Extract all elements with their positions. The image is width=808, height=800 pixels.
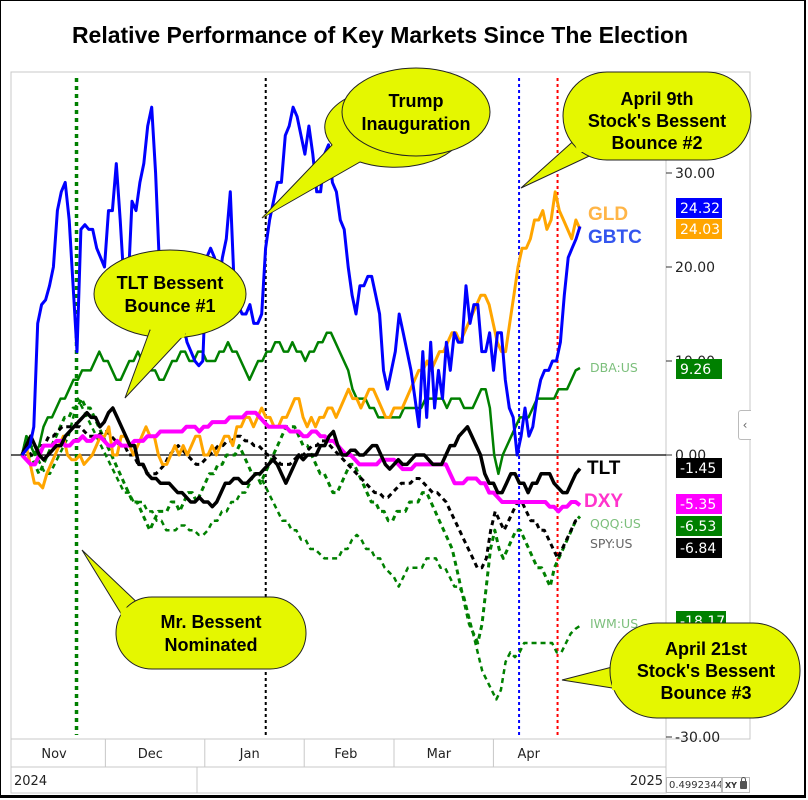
series-label-dxy: DXY xyxy=(584,491,623,512)
end-value-badge-qqq-us xyxy=(676,516,722,536)
lock-icon[interactable] xyxy=(740,777,747,789)
callout-trump-line2: Inauguration xyxy=(362,114,471,134)
end-value-text: 24.32 xyxy=(680,201,720,217)
series-line-gbtc xyxy=(20,105,582,457)
callout-april9-line1: April 9th xyxy=(620,89,693,109)
x-month-label-mar: Mar xyxy=(427,747,452,762)
callout-april21-line1: April 21st xyxy=(665,639,747,659)
end-value-text: -6.53 xyxy=(680,519,716,535)
series-label-iwm-us: IWM:US xyxy=(590,616,638,631)
end-value-text: 24.03 xyxy=(680,222,720,238)
x-month-label-jan: Jan xyxy=(239,747,260,762)
callout-tlt-line2: Bounce #1 xyxy=(124,296,215,316)
x-month-label-apr: Apr xyxy=(517,747,540,762)
series-line-tlt xyxy=(20,406,582,509)
end-value-badge-gld xyxy=(676,219,722,239)
end-value-text: -5.35 xyxy=(680,497,716,513)
end-value-badge-tlt xyxy=(676,458,722,478)
callout-trump-line1: Trump xyxy=(388,91,443,111)
end-value-badge-spy-us xyxy=(676,538,722,558)
series-label-qqq-us: QQQ:US xyxy=(590,516,641,531)
series-label-dba-us: DBA:US xyxy=(590,360,638,375)
y-tick-label: -30.00 xyxy=(675,730,720,746)
series-line-gld xyxy=(20,190,582,490)
xy-toggle-button[interactable]: XY xyxy=(722,777,750,793)
x-axis-month-band xyxy=(10,738,667,768)
series-line-dba-us xyxy=(20,331,581,476)
end-value-badge-dba-us xyxy=(676,359,722,379)
callout-april21-bounce3: April 21st Stock's Bessent Bounce #3 xyxy=(561,622,801,719)
year-label-2024: 2024 xyxy=(14,774,47,789)
callout-tlt-line1: TLT Bessent xyxy=(117,273,224,293)
callout-tlt-bounce1: TLT Bessent Bounce #1 xyxy=(93,249,247,399)
callout-april9-bounce2: April 9th Stock's Bessent Bounce #2 xyxy=(520,71,752,189)
y-tick-label: 20.00 xyxy=(675,260,715,276)
collapse-panel-button[interactable]: ‹ xyxy=(738,410,751,440)
end-value-badge-dxy xyxy=(676,494,722,514)
series-label-tlt: TLT xyxy=(587,458,621,479)
callout-trump: Trump Inauguration xyxy=(261,67,491,219)
callout-bessent-line1: Mr. Bessent xyxy=(160,612,261,632)
x-axis-year-band xyxy=(10,766,667,794)
end-value-badge-gbtc xyxy=(676,198,722,218)
callout-april21-line2: Stock's Bessent xyxy=(637,661,775,681)
year-label-2025: 2025 xyxy=(630,774,663,789)
callout-april9-line2: Stock's Bessent xyxy=(588,111,726,131)
series-label-spy-us: SPY:US xyxy=(590,536,633,551)
x-month-label-dec: Dec xyxy=(138,747,163,762)
callout-bessent-line2: Nominated xyxy=(164,635,257,655)
callout-bessent-nominated: Mr. Bessent Nominated xyxy=(81,549,307,670)
end-value-text: -1.45 xyxy=(680,461,716,477)
crosshair-readout: 0.4992344 xyxy=(666,777,722,793)
y-tick-label: 30.00 xyxy=(675,166,715,182)
series-label-gbtc: GBTC xyxy=(588,227,642,248)
x-month-label-feb: Feb xyxy=(334,747,357,762)
xy-label: XY xyxy=(725,781,737,790)
end-value-text: 9.26 xyxy=(680,362,711,378)
x-month-label-nov: Nov xyxy=(41,747,67,762)
series-line-qqq-us xyxy=(20,397,582,645)
end-value-text: -6.84 xyxy=(680,541,716,557)
series-line-dxy xyxy=(20,410,582,514)
callout-april21-line3: Bounce #3 xyxy=(660,683,751,703)
series-label-gld: GLD xyxy=(588,204,628,225)
chevron-left-icon: ‹ xyxy=(742,418,748,432)
series-line-iwm-us xyxy=(20,397,581,701)
chart-title: Relative Performance of Key Markets Sinc… xyxy=(71,22,689,48)
callout-april9-line3: Bounce #2 xyxy=(611,133,702,153)
